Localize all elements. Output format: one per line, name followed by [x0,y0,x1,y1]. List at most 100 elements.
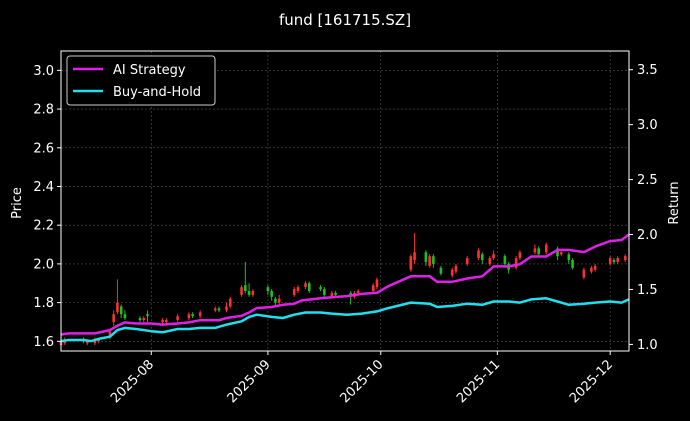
candle-body [176,316,179,321]
candle [371,283,375,293]
candle-body [571,260,574,268]
candle-body [240,287,243,295]
candle-body [244,285,247,291]
candle-body [108,331,112,338]
legend-label-ai-strategy: AI Strategy [113,63,186,78]
candle [492,250,495,261]
candle [176,314,179,322]
candle-body [191,314,194,317]
candle [323,287,326,297]
candle [165,318,168,324]
y-axis-right-label: Return [667,181,682,224]
y-tick-label: 2.6 [33,141,54,156]
candle [191,312,194,319]
candle [537,246,541,257]
candle [251,289,255,297]
candle [161,318,164,324]
candle [296,285,300,293]
candle [274,296,277,307]
candle [375,277,379,290]
candle-body [544,244,548,253]
candle [225,302,228,313]
candle [428,254,431,268]
candle [616,256,620,264]
candle-body [323,289,326,295]
candle-body [330,292,334,297]
candle-body [270,291,273,297]
candle [319,285,322,291]
candle-body [142,318,146,321]
candle-body [165,320,168,322]
candle [514,256,518,270]
candle [142,316,146,322]
candle [138,316,142,322]
candle [465,256,469,266]
candle-body [590,267,593,272]
candle [571,258,574,270]
candle [544,242,548,255]
candle-body [559,252,563,255]
candle [480,252,484,264]
candle [247,283,251,297]
candle [307,281,311,293]
candle-body [334,292,337,295]
candle-body [375,279,379,288]
y-tick-label: 2.2 [33,219,54,234]
plot-frame [60,50,630,352]
candle [450,267,454,278]
candle [187,312,191,321]
y-right-tick-label: 3.0 [637,118,658,133]
candle [146,310,149,322]
candle-body [582,269,586,278]
y-right-tick-label: 2.5 [637,173,658,188]
candle-body [503,256,507,264]
candle-body [225,306,228,311]
candle [477,248,480,261]
candle-body [413,252,416,261]
candle-body [146,314,149,317]
candle [244,261,247,293]
candle-body [187,314,191,319]
candle [292,287,296,297]
candle-body [97,339,100,342]
candle-body [608,258,612,264]
candle-body [465,258,469,264]
y-right-tick-label: 3.5 [637,63,658,78]
candle-body [112,314,115,322]
y-axis-right-ticks: 1.0 1.5 2.0 2.5 3.0 3.5 [629,63,658,353]
candle-body [266,287,270,291]
y-right-tick-label: 1.5 [637,283,658,298]
candle [112,310,115,326]
candle-body [450,269,454,276]
y-axis-left-label: Price [10,187,25,219]
candle [266,285,270,295]
candle [593,263,597,272]
candle-body [138,318,142,321]
candle-body [304,283,307,288]
y-tick-label: 3.0 [33,64,54,79]
candle [608,256,612,266]
candle [270,289,273,301]
candle-body [533,248,537,253]
candle-body [424,252,428,262]
candle-body [439,267,443,274]
candle [612,258,616,264]
candle-body [616,258,620,262]
candle-body [567,254,571,261]
grid-lines [61,51,629,351]
candle [213,306,217,313]
candle [277,294,281,305]
candle-body [277,298,281,303]
candle-body [116,302,119,313]
candle [454,263,458,274]
candle-body [119,306,123,315]
candle-body [371,285,375,291]
candle-body [518,252,522,259]
candle [217,306,221,313]
candle [240,285,243,297]
candle [116,279,119,315]
candle-body [247,291,251,295]
candle-body [537,248,541,255]
